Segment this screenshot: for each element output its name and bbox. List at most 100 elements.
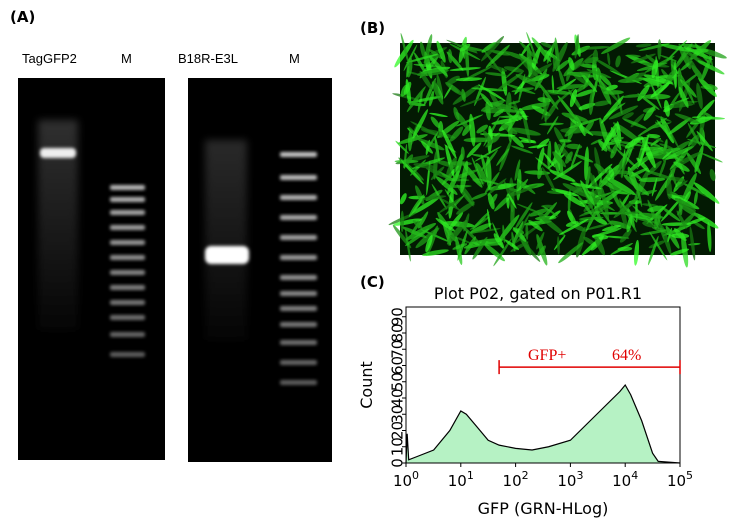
x-tick-label: 102	[503, 469, 529, 490]
cell	[531, 74, 550, 82]
cell	[413, 52, 428, 77]
panel-label: (C)	[360, 273, 385, 291]
cell	[408, 194, 425, 217]
cell	[513, 212, 531, 245]
cell	[594, 235, 606, 256]
cell	[485, 44, 510, 69]
cell	[638, 134, 650, 168]
cell	[480, 100, 505, 112]
cell	[594, 163, 606, 174]
cell	[568, 57, 575, 71]
cell	[537, 213, 566, 236]
cell	[593, 57, 622, 75]
cell	[469, 223, 492, 234]
cell	[601, 186, 610, 221]
band	[110, 185, 145, 190]
cell	[551, 75, 555, 93]
cell	[575, 89, 595, 97]
y-tick-label: 50	[389, 372, 407, 391]
cell	[673, 161, 690, 172]
cell	[661, 207, 681, 222]
cell	[446, 156, 458, 176]
cell	[570, 182, 602, 190]
band	[110, 270, 145, 275]
cell	[556, 236, 560, 255]
cell	[483, 130, 492, 144]
cell	[559, 139, 572, 143]
cell	[666, 69, 677, 80]
cell	[419, 41, 426, 59]
cell	[590, 138, 603, 145]
cell	[674, 113, 700, 124]
cell	[476, 124, 488, 134]
cell	[691, 134, 700, 148]
lane-label: M	[289, 51, 300, 66]
cell	[685, 54, 702, 80]
cell	[643, 93, 671, 100]
cell	[642, 221, 655, 228]
cell	[593, 188, 622, 210]
cell	[599, 171, 613, 189]
y-tick-label: 90	[389, 307, 407, 326]
x-tick-exponent: 0	[412, 469, 419, 482]
cell	[694, 42, 709, 63]
y-tick-label: 0	[389, 458, 407, 468]
gate-name: GFP+	[528, 347, 566, 364]
cell	[429, 112, 448, 118]
cell	[400, 210, 404, 233]
cell	[565, 151, 573, 164]
cell	[446, 39, 478, 54]
cell	[620, 156, 627, 178]
cell	[531, 105, 551, 117]
cell	[471, 157, 484, 186]
cell	[392, 93, 419, 101]
cell	[670, 176, 686, 182]
cell	[425, 167, 452, 179]
cell	[420, 229, 452, 243]
cell	[630, 168, 648, 177]
cell	[505, 184, 538, 198]
cell	[510, 134, 524, 148]
cell	[543, 152, 556, 168]
cell	[608, 105, 639, 120]
x-tick-base: 10	[612, 472, 631, 490]
cell	[433, 79, 439, 93]
x-tick-exponent: 3	[576, 469, 583, 482]
cell	[591, 59, 598, 81]
band	[280, 322, 317, 327]
cell	[638, 177, 666, 183]
cell	[598, 206, 614, 228]
cell	[466, 142, 482, 158]
cell	[463, 137, 492, 143]
cell	[461, 88, 466, 102]
cell	[419, 195, 447, 200]
cell	[498, 115, 529, 118]
cell	[415, 185, 425, 206]
cell	[575, 154, 594, 163]
x-tick-label: 105	[667, 469, 693, 490]
cell	[689, 226, 696, 261]
cell	[625, 54, 641, 58]
cell	[412, 220, 423, 229]
band	[110, 197, 145, 202]
cell	[492, 222, 504, 250]
cell	[441, 165, 460, 186]
cell	[693, 191, 698, 205]
cell	[460, 185, 475, 206]
cell	[619, 229, 632, 243]
cell	[496, 72, 523, 92]
cell	[578, 216, 604, 221]
cell	[643, 74, 673, 85]
band	[280, 340, 317, 345]
cell	[623, 118, 647, 129]
cell	[540, 42, 554, 49]
cell	[514, 159, 521, 181]
cell	[485, 134, 501, 148]
band	[280, 235, 317, 240]
cell	[542, 205, 559, 217]
cell	[697, 60, 725, 75]
cell	[442, 129, 457, 159]
cell	[462, 66, 492, 81]
cell	[481, 42, 497, 53]
cell	[617, 246, 633, 252]
